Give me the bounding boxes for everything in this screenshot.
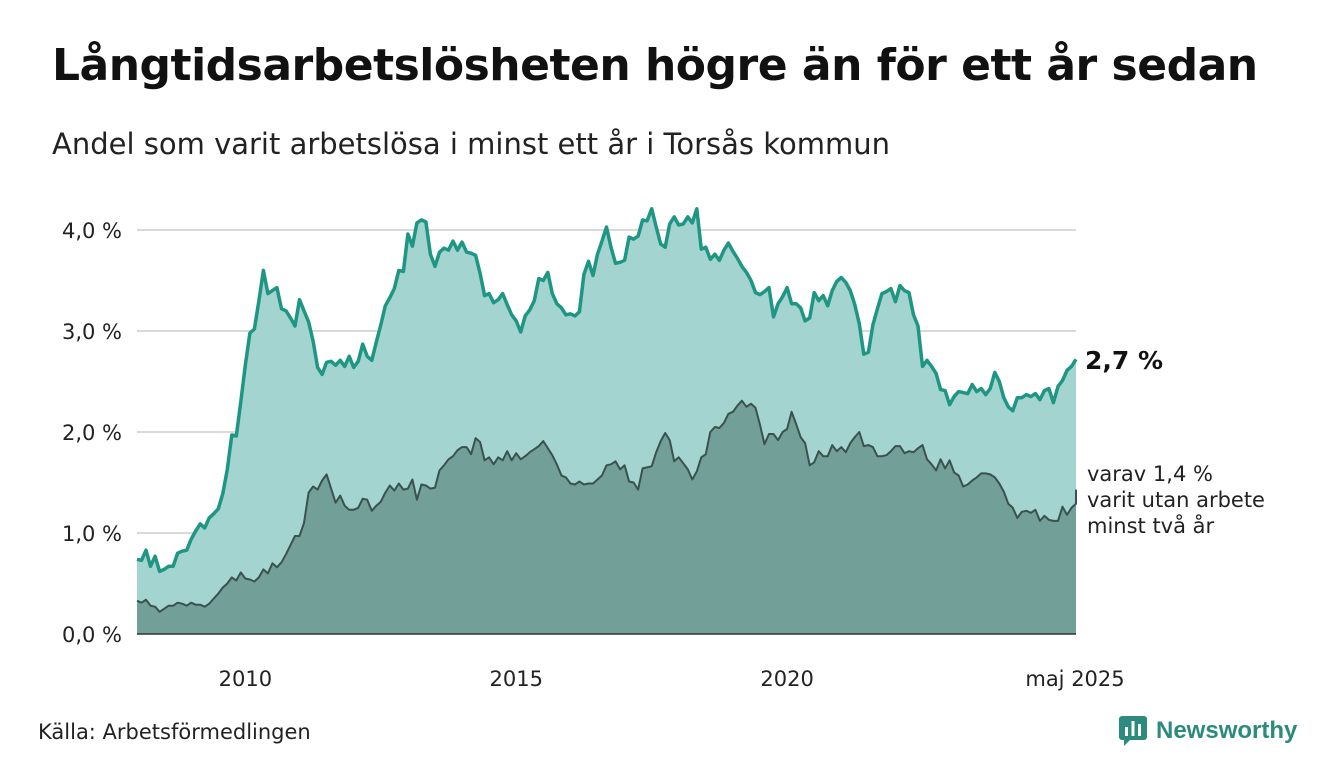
- brand-name: Newsworthy: [1156, 717, 1298, 744]
- series-areas: [136, 207, 1078, 635]
- x-tick-label: 2010: [219, 667, 272, 691]
- y-tick-label: 4,0 %: [62, 219, 122, 243]
- y-tick-label: 3,0 %: [62, 320, 122, 344]
- end-label-long-line: minst två år: [1087, 513, 1215, 538]
- x-axis-labels: 2010 2015 2020 maj 2025: [219, 667, 1125, 691]
- series-area-long: [137, 400, 1076, 634]
- y-tick-label: 1,0 %: [62, 522, 122, 546]
- newsworthy-logo-icon: [1119, 716, 1147, 746]
- chart-subtitle: Andel som varit arbetslösa i minst ett å…: [52, 127, 890, 161]
- source-note: Källa: Arbetsförmedlingen: [38, 720, 311, 744]
- series-line-total: [136, 207, 1078, 574]
- x-tick-label: 2015: [489, 667, 542, 691]
- series-line-long: [136, 399, 1077, 613]
- x-tick-label: maj 2025: [1025, 667, 1124, 691]
- brand-logo: Newsworthy: [1118, 713, 1297, 749]
- y-tick-label: 2,0 %: [62, 421, 122, 445]
- chart-title: Långtidsarbetslösheten högre än för ett …: [52, 40, 1258, 91]
- y-tick-label: 0,0 %: [62, 623, 122, 647]
- end-label-long-line: varav 1,4 %: [1087, 462, 1213, 486]
- end-label-total: 2,7 %: [1085, 346, 1163, 375]
- y-axis-labels: 0,0 % 1,0 % 2,0 % 3,0 % 4,0 %: [62, 219, 122, 647]
- x-tick-label: 2020: [760, 667, 813, 691]
- end-label-long-line: varit utan arbete: [1087, 488, 1265, 512]
